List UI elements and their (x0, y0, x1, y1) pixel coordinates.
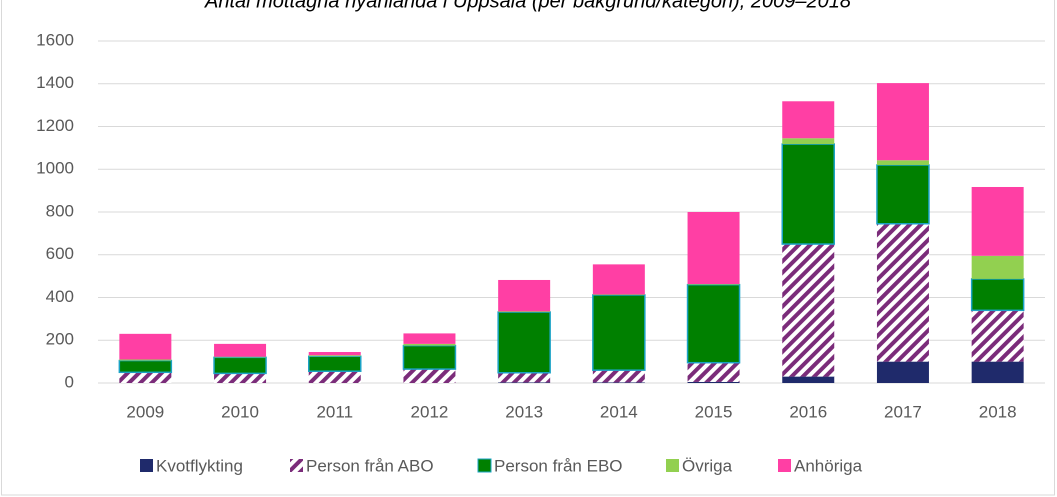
bar-segment (687, 284, 740, 285)
y-tick-label: 800 (46, 201, 74, 220)
bar-segment (782, 138, 835, 145)
bar-segment (686, 283, 741, 364)
bar-segment (119, 333, 172, 360)
bar-segment (971, 186, 1024, 256)
legend-label: Person från EBO (494, 456, 623, 475)
bar-segment (119, 372, 172, 383)
bar-segment (687, 381, 740, 383)
bar-segment (592, 294, 646, 371)
bar-segment (970, 278, 1025, 312)
y-tick-label: 1600 (36, 30, 74, 49)
x-tick-label: 2016 (789, 402, 827, 421)
bar-segment (592, 382, 645, 383)
bar-segment (497, 311, 551, 374)
bar-segment (782, 244, 835, 377)
bar-segment (876, 164, 930, 225)
x-tick-label: 2010 (221, 402, 259, 421)
bar-segment (687, 362, 740, 382)
bar-segment (498, 382, 551, 383)
bar-segment (214, 356, 267, 358)
bar-segment (213, 356, 267, 375)
legend-swatch (140, 459, 153, 472)
x-tick-label: 2012 (411, 402, 449, 421)
legend-swatch (290, 459, 303, 472)
bar-segment (403, 343, 456, 346)
x-tick-label: 2014 (600, 402, 638, 421)
bar-segment (308, 371, 361, 383)
bar-segment (214, 373, 267, 383)
bar-segment (119, 359, 172, 361)
legend-label: Person från ABO (306, 456, 434, 475)
y-tick-label: 1000 (36, 159, 74, 178)
x-tick-label: 2013 (505, 402, 543, 421)
chart-title: Antal mottagna nyanlända i Uppsala (per … (204, 0, 851, 12)
legend-label: Övriga (682, 456, 733, 475)
x-tick-label: 2009 (126, 402, 164, 421)
y-tick-label: 600 (46, 244, 74, 263)
bar-segment (782, 101, 835, 139)
y-tick-label: 1400 (36, 73, 74, 92)
bar-segment (687, 212, 740, 285)
x-tick-label: 2015 (695, 402, 733, 421)
y-tick-label: 0 (65, 372, 74, 391)
bar-segment (308, 355, 362, 372)
bar-segment (214, 343, 267, 357)
bar-segment (402, 344, 457, 370)
y-tick-label: 1200 (36, 116, 74, 135)
bar-segment (876, 83, 929, 161)
bar-segment (876, 361, 929, 383)
legend-swatch (666, 459, 679, 472)
bar-segment (592, 264, 645, 295)
bar-segment (118, 359, 173, 374)
bar-segment (971, 361, 1024, 383)
y-tick-label: 200 (46, 330, 74, 349)
bar-segment (971, 310, 1024, 362)
bar-segment (498, 279, 551, 312)
bar-segment (403, 369, 456, 383)
legend-swatch (477, 458, 492, 473)
bar-segment (498, 372, 551, 383)
legend-swatch (778, 459, 791, 472)
x-tick-label: 2011 (316, 402, 353, 421)
bar-segment (782, 376, 835, 383)
bar-segment (971, 255, 1024, 279)
x-tick-label: 2018 (979, 402, 1017, 421)
bar-segment (781, 143, 835, 245)
legend-label: Anhöriga (794, 456, 863, 475)
bar-segment (308, 355, 361, 357)
bar-segment (308, 352, 361, 356)
bar-segment (876, 223, 929, 362)
bar-segment (592, 370, 645, 383)
bar-segment (876, 160, 929, 165)
bar-segment (498, 311, 551, 313)
x-tick-label: 2017 (884, 402, 922, 421)
bar-segment (403, 333, 456, 344)
y-tick-label: 400 (46, 287, 74, 306)
legend-label: Kvotflykting (156, 456, 243, 475)
